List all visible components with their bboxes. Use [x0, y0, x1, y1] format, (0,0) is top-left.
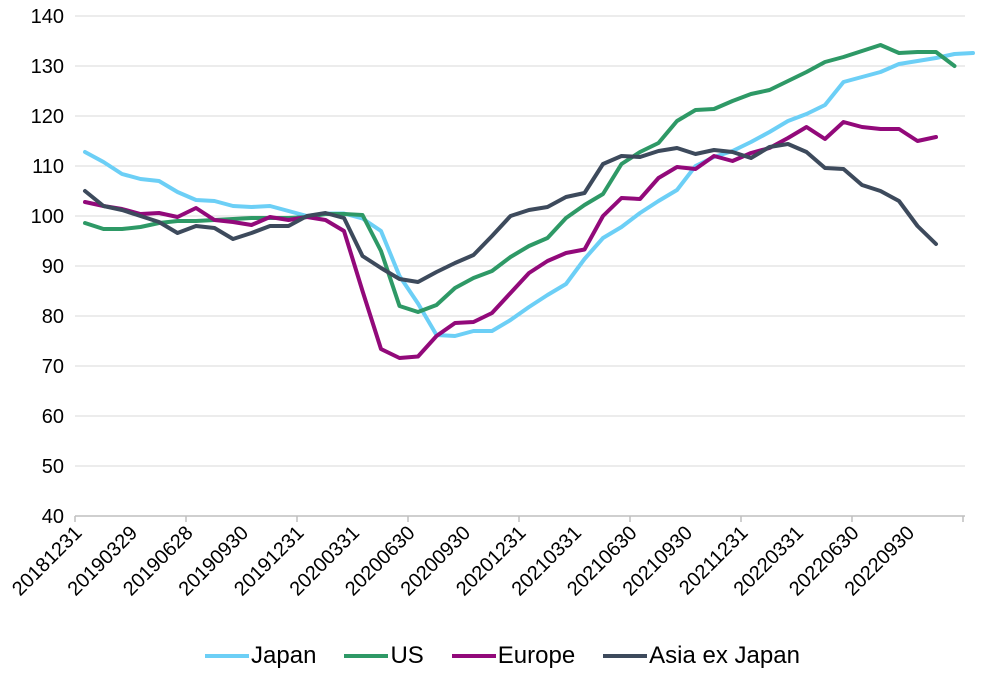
y-tick-label: 100 [31, 206, 64, 228]
series-line-us [83, 43, 957, 314]
legend-item-us: US [344, 642, 424, 670]
y-tick-label: 110 [32, 156, 64, 178]
y-tick-label: 50 [42, 456, 64, 478]
legend-item-japan: Japan [205, 642, 316, 670]
y-axis-ticks: 40 50 60 70 80 90 100 110 120 130 140 [31, 6, 64, 528]
series-line-japan [83, 51, 975, 338]
legend-swatch-asia-ex-japan [603, 654, 648, 658]
legend-label-japan: Japan [251, 642, 317, 669]
legend-label-us: US [390, 642, 424, 669]
legend-swatch-us [344, 654, 389, 658]
series-lines [83, 43, 975, 360]
gridlines [75, 15, 965, 467]
y-tick-label: 70 [42, 356, 64, 378]
y-tick-label: 80 [42, 306, 64, 328]
legend-swatch-europe [451, 654, 496, 658]
y-tick-label: 60 [42, 406, 64, 428]
legend-item-asia-ex-japan: Asia ex Japan [603, 642, 800, 670]
series-line-asia-ex-japan [83, 142, 938, 284]
legend: Japan US Europe Asia ex Japan [0, 636, 1005, 676]
legend-item-europe: Europe [451, 642, 576, 670]
legend-label-europe: Europe [497, 642, 576, 669]
legend-label-asia-ex-japan: Asia ex Japan [649, 642, 800, 669]
line-chart: 40 50 60 70 80 90 100 110 120 130 140 201812312019… [8, 6, 975, 600]
y-tick-label: 40 [42, 506, 64, 528]
y-tick-label: 140 [31, 6, 64, 28]
x-axis: 2018123120190329201906282019093020191231… [8, 515, 965, 600]
y-tick-label: 120 [31, 106, 64, 128]
y-tick-label: 130 [31, 56, 64, 78]
legend-swatch-japan [205, 654, 250, 658]
y-tick-label: 90 [42, 256, 64, 278]
series-line-europe [83, 120, 938, 360]
